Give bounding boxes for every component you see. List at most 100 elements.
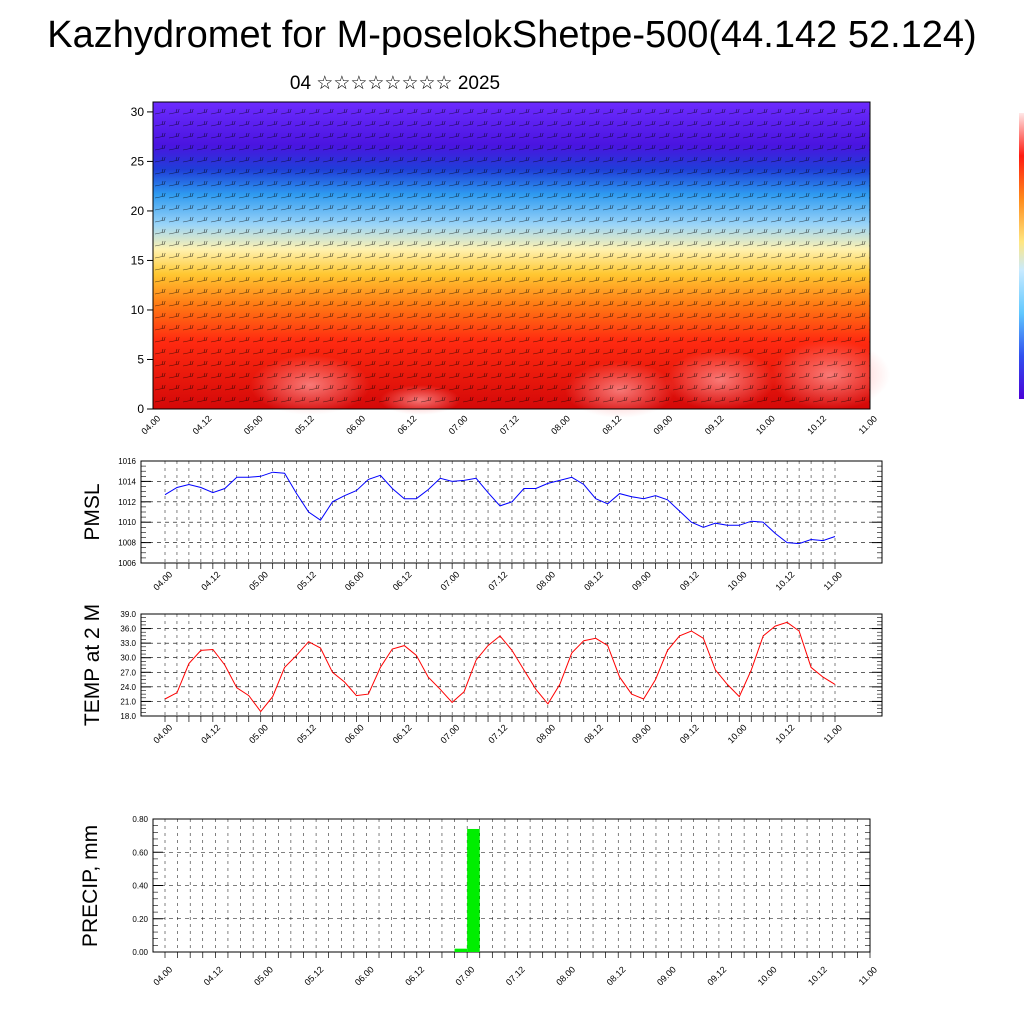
y-tick-label: 30.0: [120, 654, 136, 663]
y-tick-label: 39.0: [120, 610, 136, 619]
time-axis-labels: 04.00 04.12 05.00 05.12 06.00 06.12 07.00 07.12…: [139, 413, 879, 987]
y-tick-label: 0.80: [132, 815, 148, 824]
cross-section-y-axis: 0 5 10 15 20 25 30: [131, 105, 153, 416]
y-tick-label: 1014: [118, 477, 136, 486]
x-tick-label: 09.00: [630, 569, 653, 592]
x-tick-label: 10.00: [726, 722, 749, 745]
page-title: Kazhydromet for M-poselokShetpe-500(44.1…: [47, 14, 977, 56]
x-tick-label: 07.00: [439, 722, 462, 745]
precip-grid: [153, 818, 871, 958]
y-tick-label: 15: [131, 253, 145, 267]
x-tick-label: 06.12: [395, 413, 418, 436]
x-tick-label: 05.12: [302, 964, 325, 987]
x-tick-label: 09.12: [678, 722, 701, 745]
x-tick-label: 11.00: [822, 570, 845, 593]
x-tick-label: 09.00: [630, 722, 653, 745]
y-tick-label: 20: [131, 204, 145, 218]
y-tick-label: 0.20: [132, 915, 148, 924]
temp-series: [164, 621, 836, 713]
pmsl-y-ticks: 1006 1008 1010 1012 1014 1016: [118, 457, 136, 568]
x-tick-label: 04.00: [151, 964, 174, 987]
x-tick-label: 09.12: [678, 569, 701, 592]
precip-bars: [454, 828, 480, 952]
x-tick-label: 08.12: [582, 569, 605, 592]
x-tick-label: 05.12: [295, 722, 318, 745]
x-tick-label: 04.12: [199, 722, 222, 745]
pmsl-ylabel: PMSL: [81, 483, 104, 540]
series-line: [164, 471, 836, 545]
precip-bar: [467, 828, 480, 952]
temp-y-ticks: 18.0 21.0 24.0 27.0 30.0 33.0 36.0 39.0: [120, 610, 136, 721]
x-tick-label: 10.12: [774, 569, 797, 592]
x-tick-label: 04.12: [199, 569, 222, 592]
x-tick-label: 10.12: [805, 413, 828, 436]
x-tick-label: 08.12: [582, 722, 605, 745]
x-tick-label: 05.00: [247, 569, 270, 592]
x-tick-label: 04.00: [151, 569, 174, 592]
series-line: [164, 621, 836, 713]
precip-frame: [152, 818, 871, 953]
x-tick-label: 11.00: [822, 723, 845, 746]
x-tick-label: 06.12: [403, 964, 426, 987]
temp-panel: TEMP at 2 M 18.0 21.0 24.0 27.0 30.0 33.0 36.0…: [81, 604, 883, 726]
x-tick-label: 10.00: [726, 569, 749, 592]
y-tick-label: 33.0: [120, 639, 136, 648]
x-tick-label: 07.12: [486, 569, 509, 592]
x-tick-label: 07.00: [454, 964, 477, 987]
x-tick-label: 08.00: [554, 964, 577, 987]
x-tick-label: 09.12: [703, 413, 726, 436]
precip-panel: PRECIP, mm 0.00 0.20 0.40 0.60 0.80: [79, 815, 871, 958]
y-tick-label: 1010: [118, 518, 136, 527]
x-tick-label: 08.12: [605, 964, 628, 987]
x-tick-label: 06.12: [391, 569, 414, 592]
pmsl-panel: PMSL 1006 1008 1010 1012 1014 1016: [81, 457, 883, 569]
x-tick-label: 04.00: [139, 413, 162, 436]
chart-subtitle: 04 ☆☆☆☆☆☆☆☆ 2025: [289, 73, 501, 94]
y-tick-label: 24.0: [120, 683, 136, 692]
x-tick-label: 09.00: [652, 413, 675, 436]
wind-barbs-overlay: [153, 102, 870, 409]
x-tick-label: 07.00: [447, 413, 470, 436]
x-tick-label: 11.00: [857, 965, 880, 988]
x-tick-label: 06.00: [353, 964, 376, 987]
x-tick-label: 07.12: [486, 722, 509, 745]
precip-y-ticks: 0.00 0.20 0.40 0.60 0.80: [132, 815, 148, 957]
y-tick-label: 21.0: [120, 697, 136, 706]
x-tick-label: 05.12: [295, 569, 318, 592]
x-tick-label: 09.12: [705, 964, 728, 987]
y-tick-label: 0.60: [132, 848, 148, 857]
y-tick-label: 1016: [118, 457, 136, 466]
x-tick-label: 04.12: [191, 413, 214, 436]
x-tick-label: 10.12: [806, 964, 829, 987]
x-tick-label: 09.00: [655, 964, 678, 987]
y-tick-label: 10: [131, 303, 145, 317]
y-tick-label: 1006: [118, 559, 136, 568]
x-tick-label: 08.00: [534, 722, 557, 745]
x-tick-label: 05.00: [252, 964, 275, 987]
x-tick-label: 07.12: [498, 413, 521, 436]
temp-frame: [140, 613, 883, 717]
y-tick-label: 27.0: [120, 668, 136, 677]
y-tick-label: 1008: [118, 539, 136, 548]
x-tick-label: 07.12: [504, 964, 527, 987]
x-tick-label: 08.00: [549, 413, 572, 436]
y-tick-label: 5: [137, 352, 144, 366]
y-tick-label: 0.40: [132, 882, 148, 891]
x-tick-label: 04.12: [202, 964, 225, 987]
y-tick-label: 0.00: [132, 948, 148, 957]
precip-bar: [454, 948, 468, 952]
x-tick-label: 10.00: [756, 964, 779, 987]
x-tick-label: 06.00: [344, 413, 367, 436]
y-tick-label: 30: [131, 105, 145, 119]
y-tick-label: 0: [137, 402, 144, 416]
x-tick-label: 10.12: [774, 722, 797, 745]
cross-section-panel: 0 5 10 15 20 25 30: [131, 101, 890, 418]
x-tick-label: 06.00: [343, 722, 366, 745]
x-tick-label: 05.00: [247, 722, 270, 745]
x-tick-label: 11.00: [857, 414, 880, 437]
x-tick-label: 06.00: [343, 569, 366, 592]
pmsl-frame: [140, 460, 883, 564]
cross-section-frame: [152, 101, 871, 410]
x-tick-label: 07.00: [439, 569, 462, 592]
